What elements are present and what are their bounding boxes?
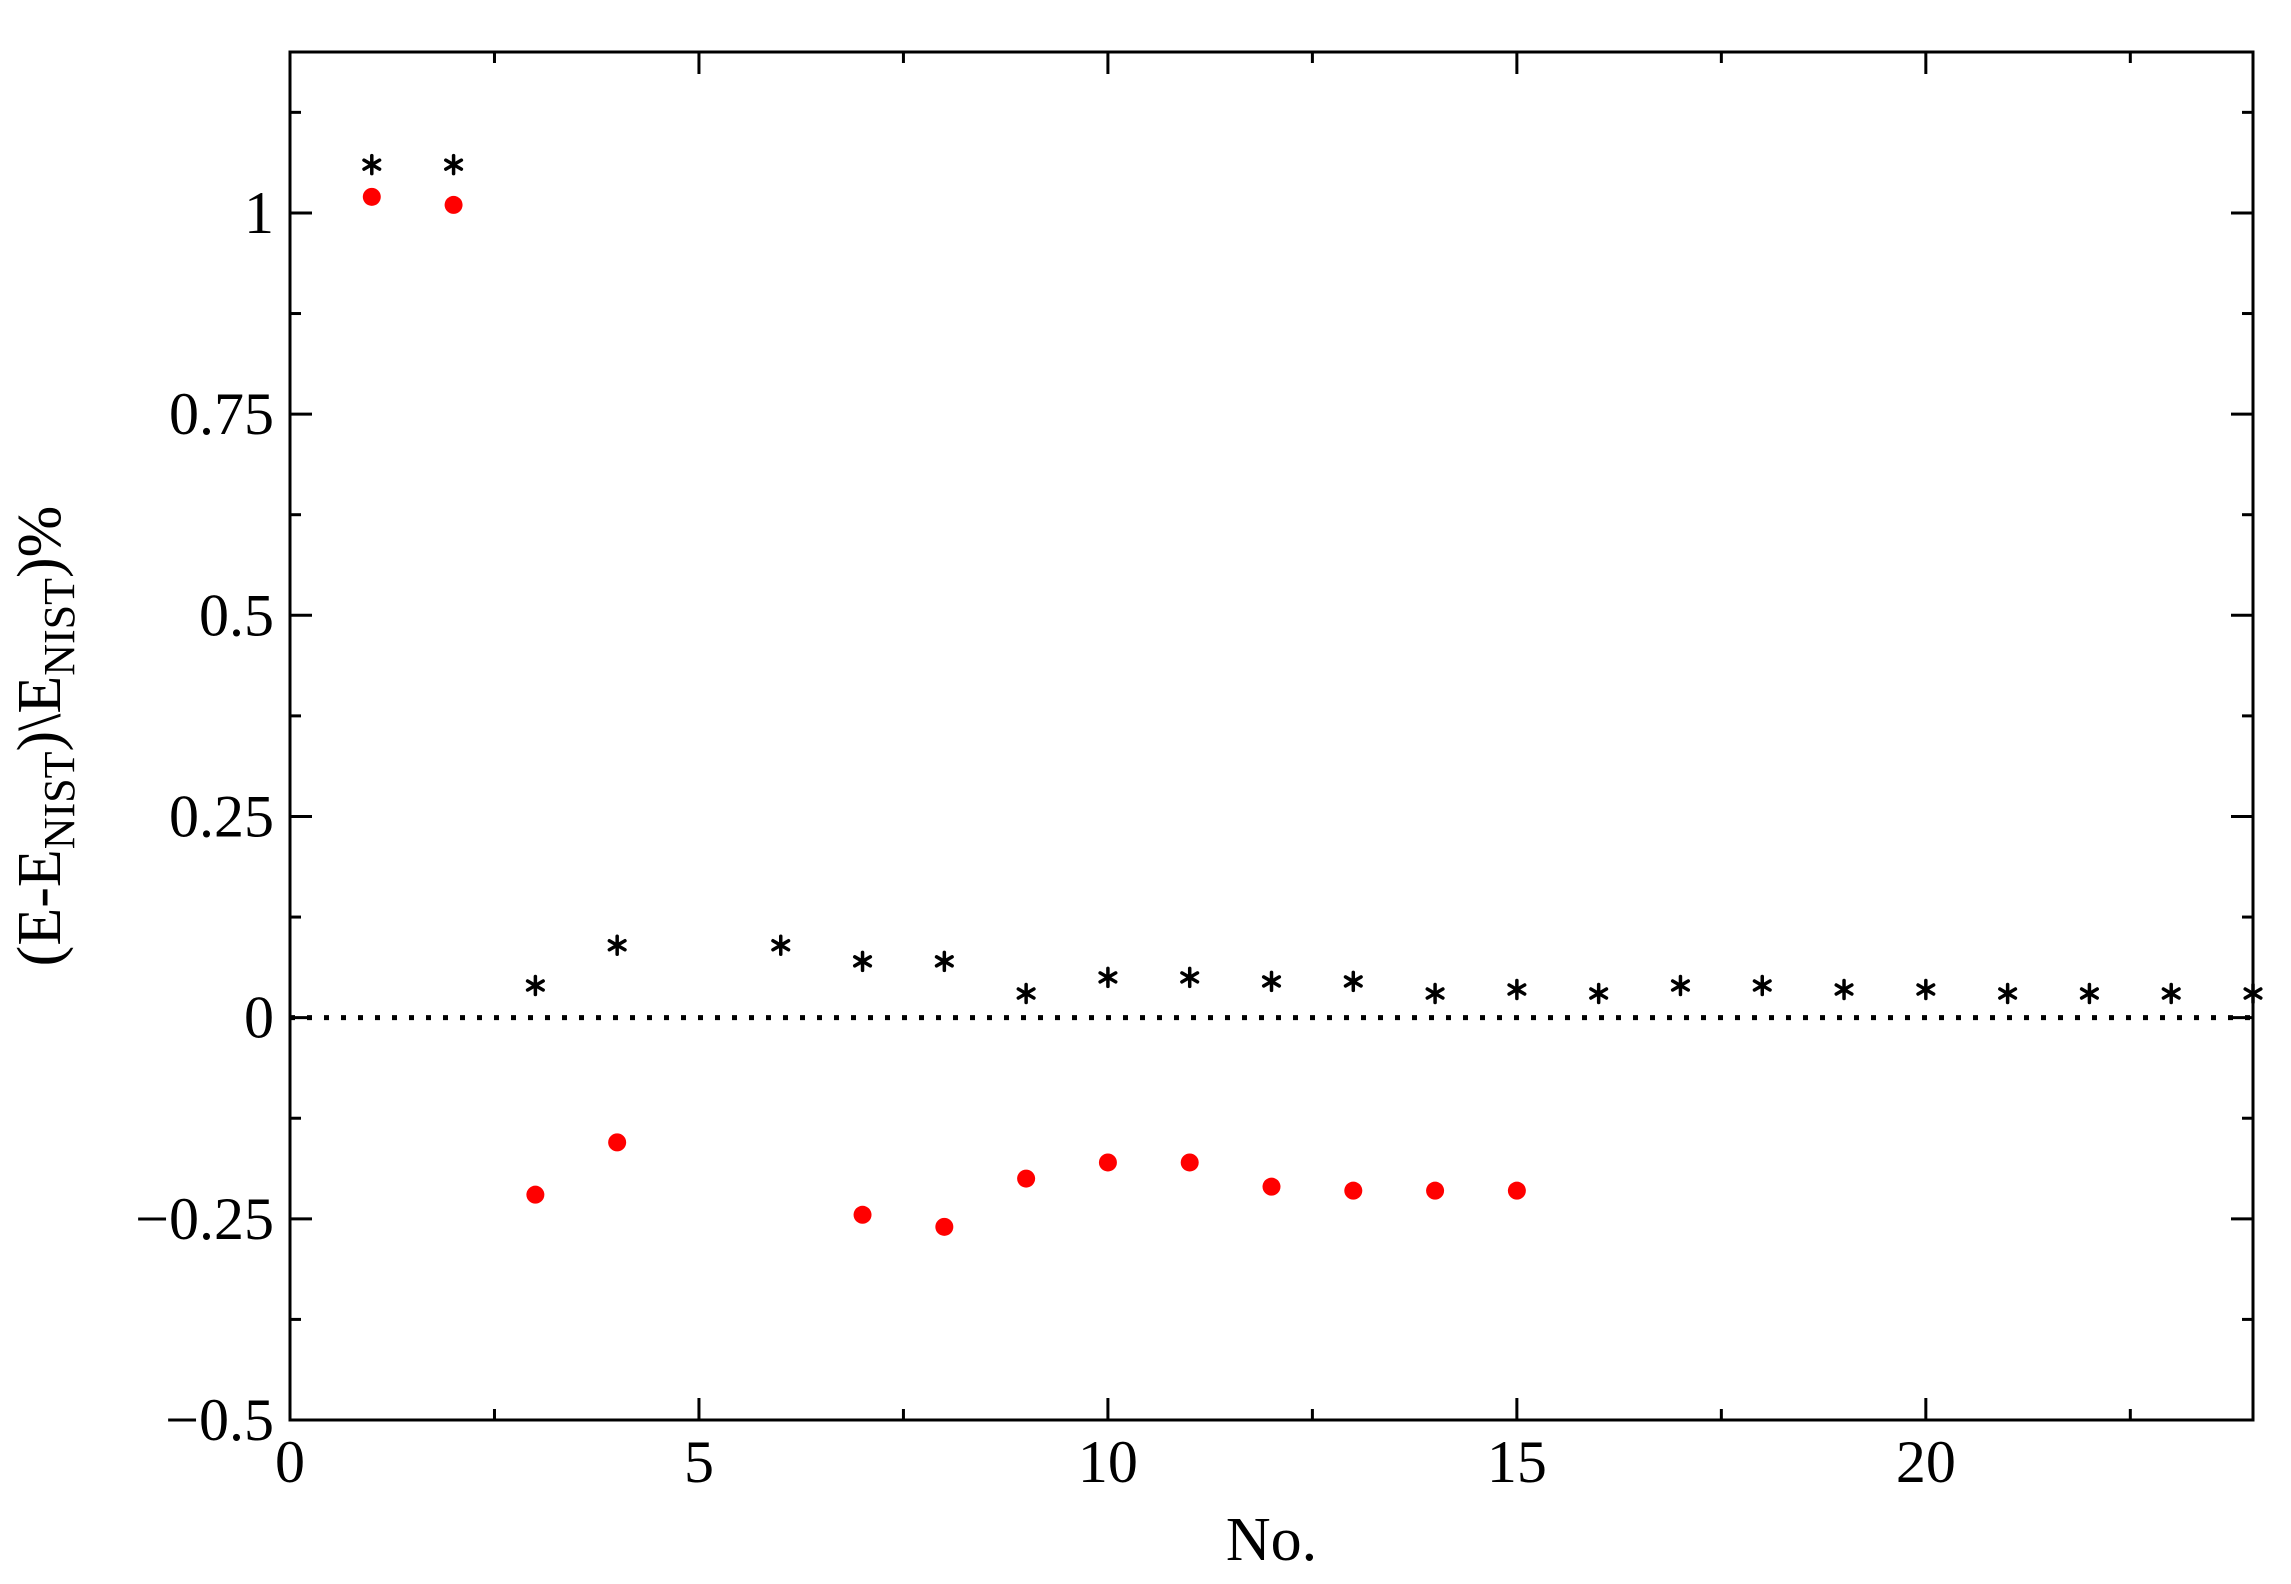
red-dot-point [526, 1185, 545, 1204]
y-axis-title-part: )% [6, 506, 74, 578]
y-axis-title: (E-ENIST)\ENIST)% [6, 506, 84, 967]
axis-ticks [288, 52, 2253, 1422]
asterisk-point [1180, 966, 1200, 989]
red-dot-point [1017, 1169, 1036, 1188]
x-tick-label: 15 [1487, 1429, 1547, 1495]
y-tick-label: 0.75 [169, 381, 274, 447]
plot-frame [288, 50, 2255, 1422]
asterisk-point [1507, 978, 1527, 1001]
asterisk-point [444, 153, 464, 176]
red-dot-point [1426, 1181, 1445, 1200]
data-points [362, 153, 2263, 1236]
asterisk-point [1670, 974, 1691, 997]
red-dot-point [1262, 1177, 1281, 1196]
asterisk-point [934, 950, 954, 973]
x-axis-title: No. [1226, 1506, 1317, 1574]
asterisk-point [1098, 966, 1118, 989]
x-tick-label: 5 [684, 1429, 714, 1495]
x-tick-label: 10 [1078, 1429, 1138, 1495]
y-tick-label: −0.25 [135, 1186, 274, 1252]
y-tick-label: 0 [244, 985, 274, 1051]
y-tick-label: −0.5 [165, 1387, 274, 1453]
asterisk-point [2161, 982, 2181, 1005]
y-axis-title-part: )\E [6, 676, 74, 752]
x-tick-label: 20 [1896, 1429, 1956, 1495]
asterisk-point [1425, 982, 1445, 1005]
red-dot-point [853, 1205, 872, 1224]
red-dot-point [444, 195, 463, 214]
red-dot-point [935, 1217, 954, 1236]
asterisk-point [1261, 970, 1282, 993]
y-tick-label: 1 [244, 180, 274, 246]
y-tick-label: 0.5 [199, 582, 274, 648]
asterisk-point [1834, 978, 1854, 1001]
asterisk-point [2079, 982, 2099, 1005]
red-dot-point [1344, 1181, 1363, 1200]
asterisk-point [525, 974, 545, 997]
red-dot-point [362, 187, 381, 206]
asterisk-point [1752, 974, 1772, 997]
asterisk-point [852, 950, 873, 973]
asterisk-point [607, 934, 627, 956]
red-dot-point [608, 1133, 627, 1152]
asterisk-point [771, 934, 791, 956]
red-dot-point [1507, 1181, 1526, 1200]
x-tick-labels: 0 5 10 15 20 [275, 1429, 1956, 1495]
asterisk-point [1916, 978, 1936, 1001]
asterisk-point [1343, 970, 1363, 993]
red-dot-point [1098, 1153, 1117, 1172]
asterisk-point [362, 153, 382, 176]
y-axis-title-subscript: NIST [35, 578, 84, 676]
asterisk-point [1016, 982, 1036, 1005]
asterisk-point [1589, 982, 1609, 1005]
y-tick-labels: −0.5 −0.25 0 0.25 0.5 0.75 1 [135, 180, 274, 1453]
y-tick-label: 0.25 [169, 783, 274, 849]
y-axis-title-part: (E-E [6, 849, 74, 966]
x-tick-label: 0 [275, 1429, 305, 1495]
asterisk-point [1998, 982, 2018, 1005]
y-axis-title-subscript: NIST [35, 751, 84, 849]
red-dot-point [1180, 1153, 1199, 1172]
